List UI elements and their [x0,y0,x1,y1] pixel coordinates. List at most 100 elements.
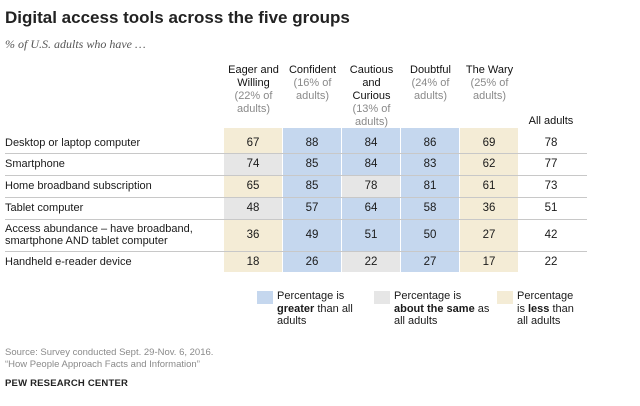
legend-text-pre: Percentage is [277,290,345,302]
row-label: Handheld e-reader device [5,255,132,268]
legend-swatch-greater [257,291,273,304]
table-cell-bg [401,219,459,251]
organization-name: PEW RESEARCH CENTER [5,378,129,389]
row-divider [5,197,587,198]
table-cell-value: 61 [482,180,496,192]
table-cell-value: 49 [305,229,319,241]
column-header-name: Confident [288,64,337,76]
table-cell-value: 83 [423,158,437,170]
table-cell-bg [283,175,341,197]
table-cell-bg [224,128,282,153]
table-cell-bg [342,197,400,219]
table-cell-value: 36 [246,229,260,241]
column-header-share: (22% of adults) [234,90,273,115]
chart-subtitle: % of U.S. adults who have … [5,37,146,51]
all-adults-value: 22 [544,255,558,268]
column-header-name: The Wary [465,64,514,76]
column-header-share: (13% of adults) [352,103,391,128]
table-cell-value: 81 [423,180,437,192]
all-adults-value: 77 [544,158,558,170]
row-label: Access abundance – have broadband, smart… [5,223,193,247]
table-cell-value: 58 [423,202,437,214]
table-cell-bg [342,128,400,153]
table-cell-value: 18 [246,255,260,268]
table-cell-bg [224,219,282,251]
table-cell-bg [342,175,400,197]
column-header: Cautious and Curious (13% of adults) [342,64,401,129]
column-header-share: (16% of adults) [293,77,332,102]
table-cell-value: 57 [305,202,319,214]
column-header: Eager and Willing (22% of adults) [224,64,283,116]
source-line-1: Source: Survey conducted Sept. 29-Nov. 6… [5,347,214,358]
table-cell-value: 86 [423,136,437,149]
column-header-share: (24% of adults) [411,77,450,102]
row-label: Desktop or laptop computer [5,136,141,149]
table-cell-value: 84 [364,158,378,170]
table-cell-value: 85 [305,158,319,170]
row-divider [5,175,587,176]
table-cell-bg [224,175,282,197]
table-cell-bg [283,128,341,153]
table-cell-bg [224,153,282,175]
chart-title: Digital access tools across the five gro… [5,8,350,27]
legend-text-bold: less [528,302,550,315]
legend-text-less: Percentage is less than all adults [517,290,581,328]
source-line-2: “How People Approach Facts and Informati… [5,359,200,370]
table-cell-value: 50 [423,229,437,241]
table-cell-bg [283,251,341,272]
table-cell-bg [224,251,282,272]
table-cell-bg [460,175,518,197]
all-adults-value: 51 [544,202,558,214]
legend-text-post: than all adults [517,302,574,328]
table-cell-value: 62 [482,158,496,170]
table-cell-bg [460,128,518,153]
row-divider [5,251,587,252]
table-cell-bg [401,175,459,197]
source-note: Source: Survey conducted Sept. 29-Nov. 6… [5,347,213,371]
column-header-share: (25% of adults) [470,77,509,102]
legend-text-post: as all adults [394,302,490,328]
all-adults-value: 42 [544,229,558,241]
table-cell-bg [460,197,518,219]
all-adults-value: 78 [544,136,558,149]
table-cell-bg [401,251,459,272]
all-adults-value: 73 [544,180,558,192]
table-cell-value: 69 [482,136,496,149]
legend-swatch-same [374,291,390,304]
table-cell-value: 78 [364,180,378,192]
legend-text-bold: greater [277,302,315,315]
table-cell-bg [342,251,400,272]
legend-text-greater: Percentage is greater than all adults [277,290,373,328]
table-cell-bg [401,153,459,175]
table-cell-value: 74 [246,158,260,170]
legend-text-pre: Percentage is [394,290,462,302]
column-header: Doubtful (24% of adults) [401,64,460,103]
row-divider [5,219,587,220]
table-cell-value: 26 [305,255,319,268]
table-cell-value: 88 [305,136,319,149]
column-header: Confident (16% of adults) [283,64,342,103]
table-cell-value: 67 [246,136,260,149]
table-cell-bg [342,219,400,251]
legend-swatch-less [497,291,513,304]
table-cell-bg [283,219,341,251]
column-header-name: Eager and Willing [228,64,279,89]
table-cell-value: 48 [246,202,260,214]
column-header: The Wary (25% of adults) [460,64,519,103]
table-cell-bg [283,153,341,175]
table-cell-bg [283,197,341,219]
legend-text-post: than all adults [277,302,353,328]
table-cell-value: 27 [482,229,496,241]
legend-text-bold: about the same [394,302,475,315]
row-divider [5,153,587,154]
table-cell-bg [401,128,459,153]
all-adults-header: All adults [528,115,574,127]
table-cell-bg [460,153,518,175]
table-cell-value: 36 [482,202,496,214]
table-cell-value: 85 [305,180,319,192]
legend-text-pre: Percentage is [517,290,574,315]
table-cell-value: 65 [246,180,260,192]
legend-text-same: Percentage is about the same as all adul… [394,290,490,328]
table-cell-value: 84 [364,136,378,149]
table-cell-value: 64 [364,202,378,214]
